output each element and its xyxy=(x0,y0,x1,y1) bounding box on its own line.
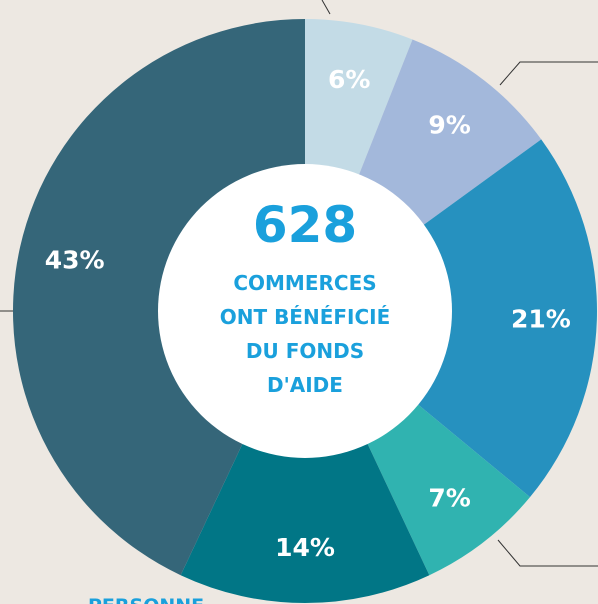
center-label-line: D'AIDE xyxy=(267,373,343,397)
value-label: 21% xyxy=(511,304,571,333)
total: 628 xyxy=(253,196,357,254)
value-label: 6% xyxy=(328,65,370,94)
center-label-line: ONT BÉNÉFICIÉ xyxy=(220,305,391,329)
slice xyxy=(356,39,542,229)
center-label-line: COMMERCES xyxy=(233,271,376,295)
slice xyxy=(180,437,430,603)
annotation: PERSONNE xyxy=(88,595,204,604)
leader-line xyxy=(499,61,598,86)
value-label: 9% xyxy=(428,111,470,140)
center-label-line: DU FONDS xyxy=(246,339,364,363)
slice xyxy=(412,139,598,498)
center-label: COMMERCES ONT BÉNÉFICIÉ DU FONDS D'AIDE xyxy=(220,271,391,397)
leader-line xyxy=(321,0,331,15)
value-label: 7% xyxy=(428,483,470,512)
value-label: 43% xyxy=(45,246,105,275)
value-label: 14% xyxy=(275,533,335,562)
slice xyxy=(364,400,530,576)
center-circle xyxy=(158,164,452,458)
slice xyxy=(305,19,413,181)
leader-line xyxy=(497,539,598,567)
